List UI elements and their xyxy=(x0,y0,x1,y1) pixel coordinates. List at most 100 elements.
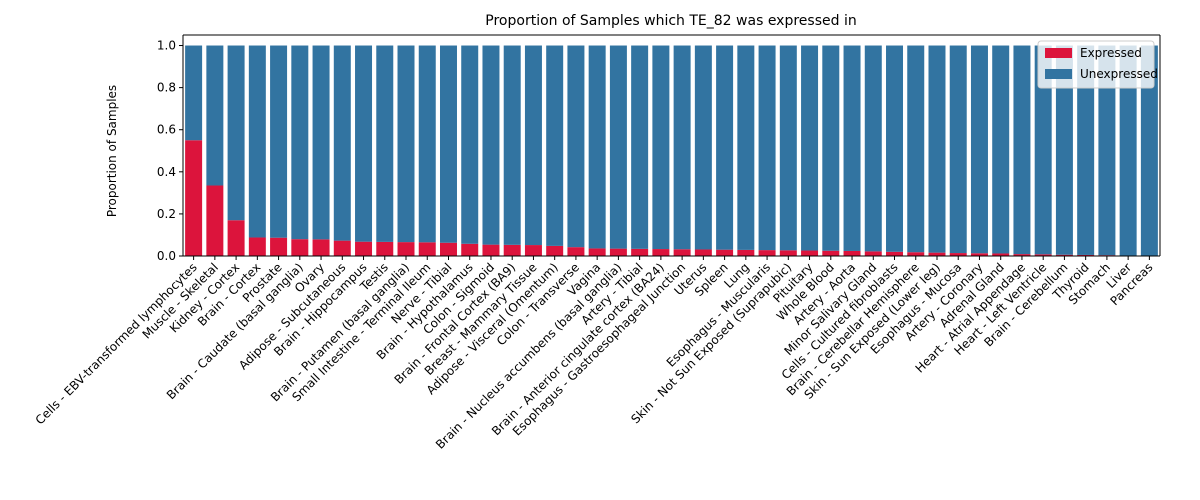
bar-expressed xyxy=(652,249,670,256)
bar-unexpressed xyxy=(779,45,797,251)
bar-expressed xyxy=(482,244,500,256)
bar-unexpressed xyxy=(1055,45,1073,255)
bars-group xyxy=(185,45,1158,257)
bar-expressed xyxy=(779,250,797,256)
bar-unexpressed xyxy=(1034,45,1052,255)
bar-expressed xyxy=(970,253,988,256)
bar-unexpressed xyxy=(1140,45,1158,257)
bar-expressed xyxy=(567,247,585,256)
bar-unexpressed xyxy=(631,45,649,249)
bar-unexpressed xyxy=(1098,45,1116,256)
bar-expressed xyxy=(928,252,946,256)
bar-expressed xyxy=(206,185,224,256)
bar-expressed xyxy=(716,249,734,256)
bar-unexpressed xyxy=(609,45,627,249)
bar-unexpressed xyxy=(482,45,500,245)
bar-expressed xyxy=(439,242,457,256)
bar-expressed xyxy=(397,242,415,256)
bar-unexpressed xyxy=(822,45,840,251)
bar-expressed xyxy=(355,241,373,256)
bar-unexpressed xyxy=(461,45,479,244)
bar-unexpressed xyxy=(1119,45,1137,257)
bar-unexpressed xyxy=(312,45,330,240)
bar-expressed xyxy=(737,249,755,256)
bar-expressed xyxy=(886,251,904,256)
bar-unexpressed xyxy=(227,45,245,221)
y-tick-label: 0.2 xyxy=(157,207,176,221)
bar-unexpressed xyxy=(970,45,988,254)
bar-unexpressed xyxy=(248,45,266,238)
y-tick-label: 0.8 xyxy=(157,81,176,95)
bar-unexpressed xyxy=(949,45,967,254)
x-tick-label: Cells - EBV-transformed lymphocytes xyxy=(33,260,200,427)
legend-label: Unexpressed xyxy=(1080,67,1158,81)
bar-expressed xyxy=(270,237,288,256)
bar-expressed xyxy=(758,250,776,256)
bar-unexpressed xyxy=(864,45,882,252)
y-tick-label: 0.4 xyxy=(157,165,176,179)
bar-unexpressed xyxy=(588,45,606,249)
bar-expressed xyxy=(822,250,840,256)
legend-swatch xyxy=(1045,48,1072,58)
bar-expressed xyxy=(333,240,351,256)
bar-expressed xyxy=(185,140,203,256)
bar-expressed xyxy=(312,239,330,256)
bar-unexpressed xyxy=(333,45,351,241)
chart-title: Proportion of Samples which TE_82 was ex… xyxy=(485,13,856,29)
bar-unexpressed xyxy=(206,45,224,186)
bar-unexpressed xyxy=(843,45,861,251)
bar-expressed xyxy=(376,241,394,256)
bar-expressed xyxy=(291,239,309,256)
bar-unexpressed xyxy=(376,45,394,242)
bar-unexpressed xyxy=(524,45,542,246)
bar-expressed xyxy=(907,252,925,256)
bar-expressed xyxy=(1034,254,1052,256)
bar-unexpressed xyxy=(801,45,819,251)
bar-expressed xyxy=(503,244,521,256)
bar-unexpressed xyxy=(439,45,457,243)
bar-expressed xyxy=(1055,254,1073,256)
bar-expressed xyxy=(864,251,882,256)
bar-unexpressed xyxy=(737,45,755,250)
bar-unexpressed xyxy=(1013,45,1031,255)
bar-unexpressed xyxy=(992,45,1010,254)
bar-unexpressed xyxy=(397,45,415,243)
bar-expressed xyxy=(461,243,479,256)
bar-expressed xyxy=(1013,254,1031,256)
legend: Expressed Unexpressed xyxy=(1037,40,1158,89)
bar-expressed xyxy=(524,245,542,256)
y-tick-label: 0.6 xyxy=(157,123,176,137)
bar-unexpressed xyxy=(928,45,946,253)
bar-unexpressed xyxy=(355,45,373,242)
bar-unexpressed xyxy=(1077,45,1095,255)
bar-unexpressed xyxy=(546,45,564,246)
bar-expressed xyxy=(631,248,649,256)
bar-expressed xyxy=(801,250,819,256)
bar-unexpressed xyxy=(567,45,585,248)
bar-expressed xyxy=(949,253,967,256)
bar-expressed xyxy=(673,249,691,256)
bar-expressed xyxy=(843,250,861,256)
y-axis-label: Proportion of Samples xyxy=(105,85,119,217)
bar-unexpressed xyxy=(758,45,776,251)
bar-expressed xyxy=(1077,254,1095,256)
bar-unexpressed xyxy=(270,45,288,238)
bar-unexpressed xyxy=(418,45,436,243)
y-tick-label: 1.0 xyxy=(157,39,176,53)
legend-label: Expressed xyxy=(1080,46,1142,60)
bar-expressed xyxy=(248,237,266,256)
bar-unexpressed xyxy=(185,45,203,141)
bar-expressed xyxy=(546,245,564,256)
bar-expressed xyxy=(992,253,1010,256)
bar-expressed xyxy=(227,220,245,256)
bar-unexpressed xyxy=(907,45,925,253)
bar-unexpressed xyxy=(716,45,734,250)
y-tick-label: 0.0 xyxy=(157,249,176,263)
bar-expressed xyxy=(418,242,436,256)
bar-unexpressed xyxy=(503,45,521,245)
bar-expressed xyxy=(609,248,627,256)
legend-swatch xyxy=(1045,69,1072,79)
bar-unexpressed xyxy=(673,45,691,250)
bar-unexpressed xyxy=(886,45,904,252)
